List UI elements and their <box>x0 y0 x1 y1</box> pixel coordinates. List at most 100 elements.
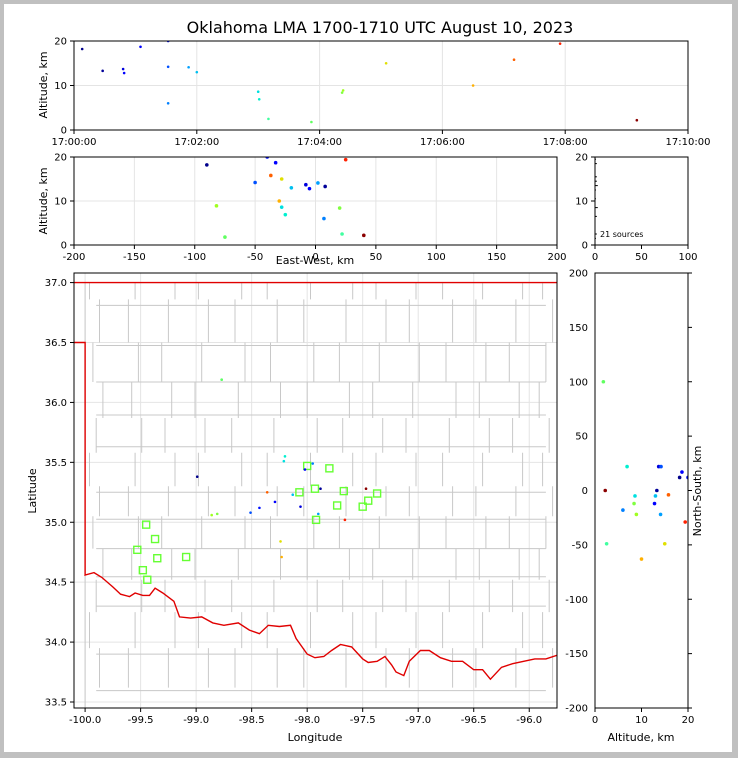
plan-view-tick-label-x: -96.0 <box>516 715 542 726</box>
ew-height-point <box>340 232 344 236</box>
time-height-point <box>187 65 190 69</box>
time-height-point <box>512 58 516 61</box>
histogram-tick-label-y: 0 <box>582 241 588 252</box>
time-height-tick-label-x: 17:10:00 <box>666 137 711 148</box>
lma-figure: Oklahoma LMA 1700-1710 UTC August 10, 20… <box>26 18 711 744</box>
plan-view-tick-label-x: -98.5 <box>239 715 265 726</box>
ns-height-tick-label-y: -150 <box>565 649 588 660</box>
time-height-point <box>139 45 142 49</box>
plan-view-points <box>195 378 368 559</box>
time-height-point <box>80 47 84 51</box>
ns-height-point <box>658 512 663 517</box>
ns-height-tick-label-x: 20 <box>682 715 695 726</box>
ns-height-point <box>604 541 609 546</box>
ns-height-points <box>601 379 688 561</box>
lma-station <box>372 489 382 498</box>
ns-height-ylabel: North-South, km <box>691 446 704 537</box>
plan-view-point <box>316 512 320 516</box>
histogram-tick-label-x: 50 <box>635 252 648 263</box>
county-line <box>508 282 524 688</box>
time-height-point <box>341 89 345 92</box>
plan-view-ticks: -100.0 -99.5 -99.0 -98.5 -98.0 -97.5 -97.0 -96.… <box>45 278 542 726</box>
ns-height-tick-label-y: 200 <box>569 269 588 280</box>
ew-height-tick-label-x: 150 <box>487 252 506 263</box>
plan-view-point <box>303 468 307 471</box>
lma-station <box>138 565 148 575</box>
ew-height-point <box>253 180 257 185</box>
ns-height-xlabel: Altitude, km <box>607 731 674 744</box>
time-height-point <box>384 61 388 65</box>
plan-view-tick-label-x: -99.0 <box>183 715 209 726</box>
lma-station <box>141 520 151 529</box>
ns-height-tick-label-y: 0 <box>582 486 588 497</box>
ew-height-point <box>273 160 278 165</box>
time-height-grid <box>73 40 689 131</box>
ew-height-tick-label-x: -150 <box>123 252 146 263</box>
plan-view-tick-label-y: 33.5 <box>45 698 67 709</box>
ns-height-point <box>655 488 659 493</box>
county-line <box>194 282 209 688</box>
ew-height-points <box>205 157 366 239</box>
plan-view-point <box>273 500 277 504</box>
ew-height-point <box>214 204 219 208</box>
lma-station <box>358 502 367 511</box>
plan-view-panel: -100.0 -99.5 -99.0 -98.5 -98.0 -97.5 -97.0 -96.… <box>26 272 558 744</box>
time-height-point <box>471 84 475 87</box>
histogram-tick-label-y: 20 <box>575 153 588 164</box>
plan-view-point <box>220 378 223 381</box>
ew-height-point <box>279 205 284 209</box>
ew-height-tick-label-x: -50 <box>247 252 263 263</box>
ew-height-ylabel: Altitude, km <box>37 167 50 234</box>
ew-height-tick-label-x: 0 <box>312 252 318 263</box>
ns-height-point <box>652 501 657 506</box>
ns-height-point <box>683 520 688 524</box>
plan-view-point <box>319 487 322 491</box>
ew-height-point <box>323 184 327 189</box>
time-height-point <box>101 69 104 73</box>
ns-height-point <box>632 501 636 506</box>
ns-height-point <box>601 379 606 384</box>
county-line <box>442 282 457 688</box>
time-height-ylabel: Altitude, km <box>37 51 50 118</box>
time-height-tick-label-x: 17:08:00 <box>543 137 588 148</box>
county-borders <box>84 282 554 708</box>
county-line <box>266 282 281 688</box>
time-height-ticks: 17:00:00 17:02:00 17:04:00 17:06:00 17:08:00… <box>52 37 711 149</box>
ns-height-tick-label-y: -100 <box>565 595 588 606</box>
ew-height-point <box>343 157 348 162</box>
plan-view-tick-label-x: -97.0 <box>405 715 431 726</box>
histogram-tick-label-x: 100 <box>678 252 697 263</box>
ew-height-grid <box>73 156 558 246</box>
lma-station <box>181 552 191 562</box>
ns-height-point <box>634 512 639 517</box>
ns-height-point <box>625 464 629 469</box>
ns-height-point <box>639 557 644 561</box>
time-height-tick-label-x: 17:06:00 <box>420 137 465 148</box>
plan-view-point <box>265 490 269 494</box>
ns-height-point <box>633 494 637 498</box>
plan-view-point <box>291 493 295 496</box>
lma-station <box>143 575 152 584</box>
county-line <box>405 282 420 688</box>
lma-station <box>332 501 342 510</box>
county-line <box>538 282 554 688</box>
ns-height-tick-label-y: 50 <box>575 432 588 443</box>
ns-height-tick-label-y: -200 <box>565 704 588 715</box>
plan-view-point <box>299 505 302 508</box>
time-height-point <box>257 97 261 101</box>
ew-height-tick-label-y: 10 <box>54 197 67 208</box>
time-height-point <box>166 65 170 69</box>
ew-height-point <box>304 182 308 187</box>
lma-station <box>364 496 373 505</box>
ew-height-tick-label-x: -200 <box>63 252 86 263</box>
plan-view-tick-label-y: 37.0 <box>45 278 67 289</box>
ns-height-point <box>659 464 663 469</box>
time-height-tick-label-x: 17:00:00 <box>52 137 97 148</box>
ns-height-tick-label-x: 0 <box>592 715 598 726</box>
time-height-tick-label-x: 17:02:00 <box>174 137 219 148</box>
ns-height-point <box>677 475 682 480</box>
ns-height-point <box>603 488 608 493</box>
time-height-point <box>122 71 126 75</box>
ew-height-point <box>337 206 342 210</box>
ns-height-point <box>653 494 658 498</box>
